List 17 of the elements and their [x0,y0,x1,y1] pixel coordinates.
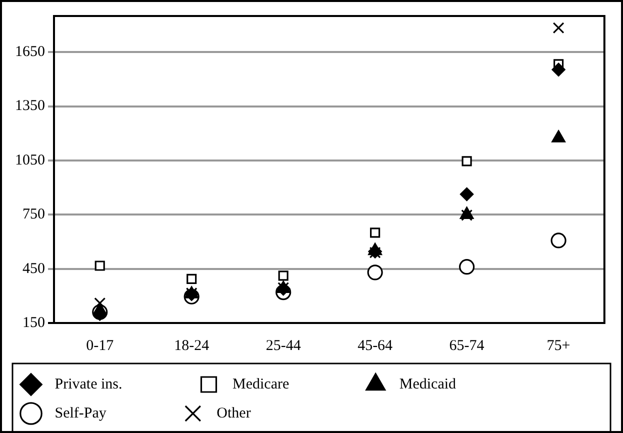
x-tick-label: 45-64 [358,338,394,354]
y-tick-label: 1350 [15,98,45,114]
y-tick-label: 450 [22,260,45,277]
y-tick-label: 750 [22,206,45,223]
legend-label: Medicare [221,376,357,392]
y-tick-label: 1650 [15,44,45,60]
x-tick-label: 75+ [546,338,570,354]
legend-label: Other [205,405,318,422]
x-tick-label: 65-74 [449,338,485,354]
legend-label: Self-Pay [44,405,174,422]
x-tick-label: 0-17 [86,338,114,354]
legend-label: Private ins. [44,376,190,392]
legend-label: Medicaid [388,376,524,392]
y-tick-label: 150 [22,314,45,331]
x-tick-label: 18-24 [174,338,210,354]
y-tick-label: 1050 [15,152,45,168]
x-tick-label: 25-44 [266,338,302,354]
